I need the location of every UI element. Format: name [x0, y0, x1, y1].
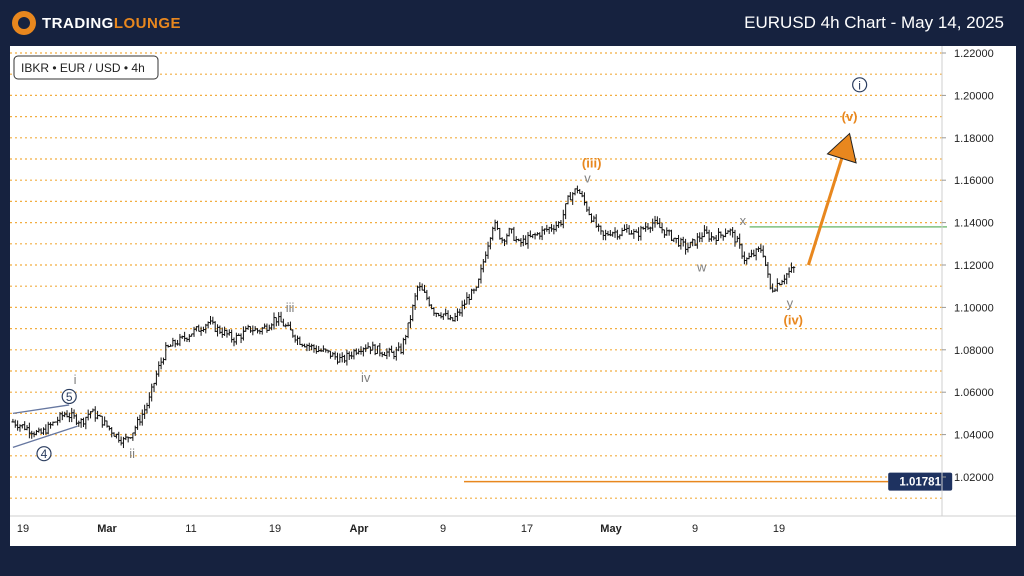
time-tick-label: 17	[521, 523, 533, 535]
grid-lines	[10, 52, 942, 499]
wave-label: x	[740, 213, 747, 228]
wave-label: v	[584, 171, 591, 186]
forecast-arrow-head	[826, 132, 857, 164]
symbol-label-box: IBKR • EUR / USD • 4h	[13, 55, 159, 80]
brand-name-main: TRADING	[42, 14, 114, 32]
time-tick-label: 9	[440, 523, 446, 535]
price-tag-label: 1.01781	[899, 477, 941, 489]
wave-label: iv	[361, 370, 371, 385]
time-tick-label: Mar	[97, 523, 117, 535]
chart-title: EURUSD 4h Chart - May 14, 2025	[744, 13, 1004, 32]
price-tick-label: 1.04000	[954, 430, 994, 442]
price-tick-label: 1.18000	[954, 133, 994, 145]
brand-logo-icon	[12, 11, 36, 35]
time-tick-label: May	[600, 523, 622, 535]
time-tick-label: 19	[773, 523, 785, 535]
price-tick-label: 1.06000	[954, 387, 994, 399]
price-tick-label: 1.08000	[954, 345, 994, 357]
price-tick-label: 1.20000	[954, 90, 994, 102]
price-axis[interactable]: 1.22000 1.20000 1.18000 1.16000 1.14000 1.120…	[942, 48, 994, 484]
wave-label: 4	[41, 447, 48, 461]
wave-label: (iii)	[582, 156, 602, 171]
forecast-arrow-shaft	[806, 157, 844, 266]
time-axis[interactable]: 19 Mar 11 19 Apr 9 17 May 9 19	[17, 523, 785, 535]
wave-label: y	[787, 296, 794, 311]
price-tag-box	[888, 472, 953, 491]
price-tick-label: 1.22000	[954, 48, 994, 60]
wave-label: 5	[66, 390, 73, 404]
price-tick-label: 1.12000	[954, 260, 994, 272]
wave-label: (v)	[842, 109, 858, 124]
symbol-label: IBKR • EUR / USD • 4h	[21, 61, 145, 75]
wave-label: i	[858, 78, 861, 92]
time-tick-label: 9	[692, 523, 698, 535]
price-tick-label: 1.14000	[954, 218, 994, 230]
wave-label: ii	[129, 446, 135, 461]
wave-label: (iv)	[784, 313, 804, 328]
time-tick-label: 19	[269, 523, 281, 535]
price-tick-label: 1.16000	[954, 175, 994, 187]
wave-label-circle	[852, 77, 868, 93]
symbol-label-frame	[13, 55, 159, 80]
price-tick-label: 1.02000	[954, 472, 994, 484]
time-tick-label: 11	[185, 523, 196, 535]
chart-container[interactable]: 1.01781 i 5 4 ii iii iv (iii) v w x y (iv) (v) i 1.22…	[10, 46, 1016, 546]
wave-label: w	[696, 260, 707, 275]
brand-name: TRADINGLOUNGE	[42, 15, 181, 32]
price-bar	[792, 266, 796, 273]
price-tick-label: 1.10000	[954, 302, 994, 314]
brand-name-accent: LOUNGE	[113, 14, 181, 32]
plot-area: 1.01781	[11, 132, 953, 491]
time-tick-label: 19	[17, 523, 29, 535]
channel-line	[12, 404, 70, 415]
wave-label-circle	[36, 446, 52, 462]
wave-label: i	[74, 372, 77, 387]
time-tick-label: Apr	[350, 523, 370, 535]
wave-label: iii	[286, 300, 295, 315]
wave-label-circle	[61, 388, 77, 405]
channel-line	[12, 425, 78, 448]
header: TRADINGLOUNGE EURUSD 4h Chart - May 14, …	[0, 0, 1024, 46]
chart-background	[10, 46, 1016, 546]
brand-logo: TRADINGLOUNGE	[12, 11, 181, 35]
